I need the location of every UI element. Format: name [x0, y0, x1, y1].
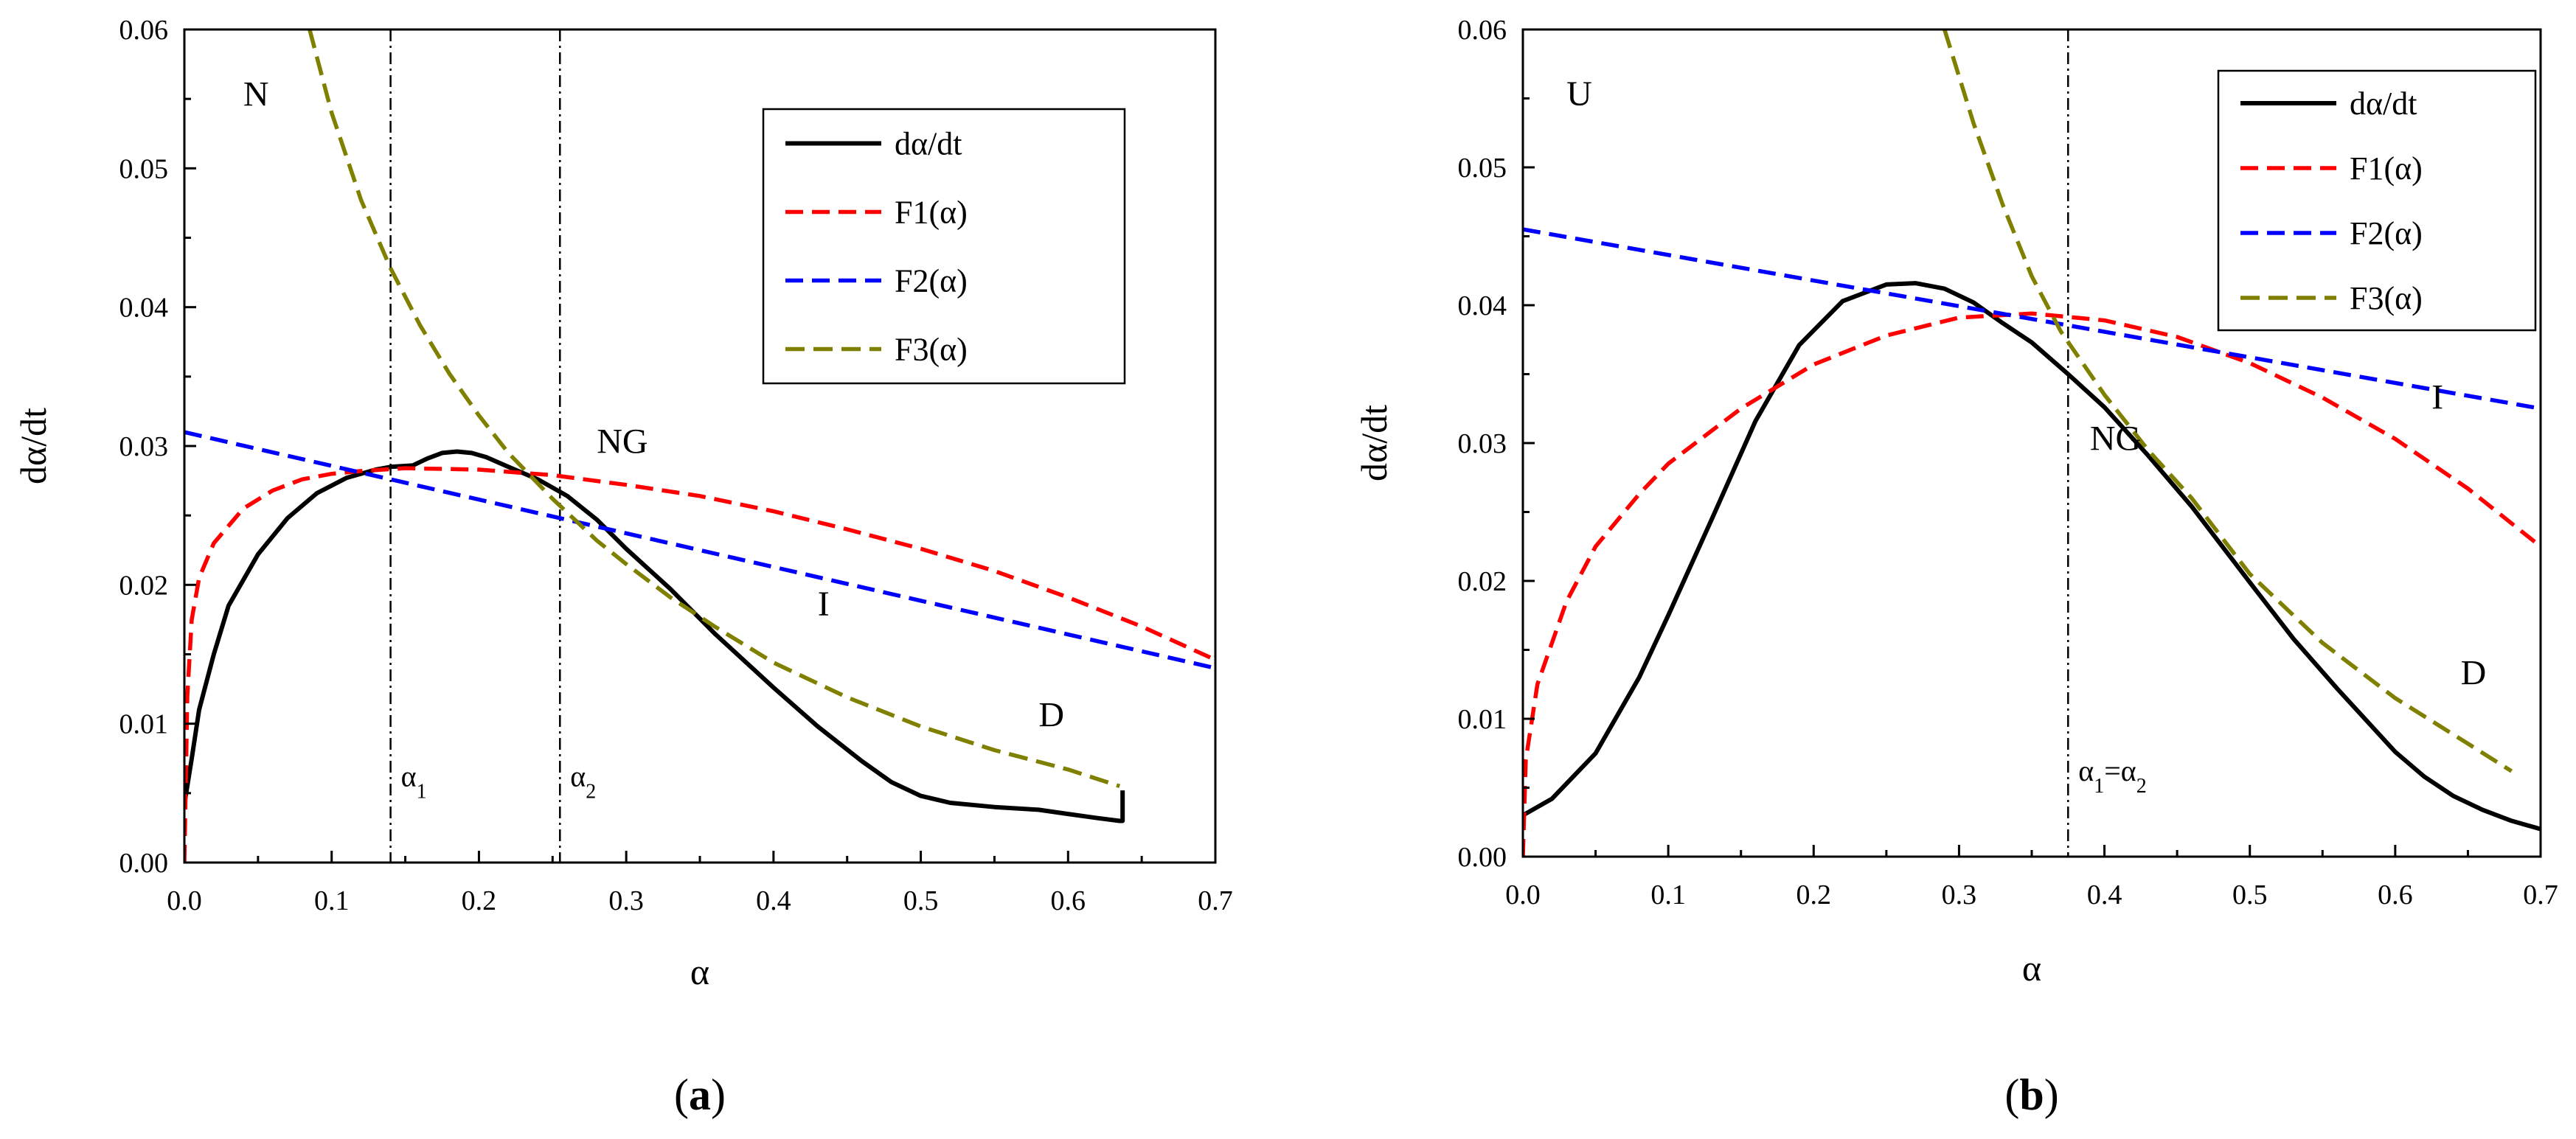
x-tick-label: 0.6: [2378, 879, 2413, 910]
legend-entry: F1(α): [895, 195, 968, 231]
x-tick-label: 0.3: [1942, 879, 1977, 910]
legend-entry: F2(α): [895, 263, 968, 299]
series-line-f2: [1523, 227, 2541, 411]
alpha-marker-label: α1=α2: [2078, 754, 2146, 798]
legend-entry: F3(α): [895, 332, 968, 368]
region-label: N: [243, 75, 269, 114]
region-label: U: [1566, 74, 1592, 114]
y-tick-label: 0.06: [1458, 15, 1507, 46]
x-tick-label: 0.6: [1051, 885, 1086, 916]
series-line-rate: [184, 449, 1125, 823]
x-tick-label: 0.2: [462, 885, 497, 916]
x-tick-label: 0.5: [2232, 879, 2268, 910]
x-tick-label: 0.7: [2523, 879, 2558, 910]
alpha-marker-label: α2: [570, 759, 596, 803]
panel-label-b: (b): [2004, 1070, 2058, 1119]
alpha-marker-label: α1: [401, 759, 427, 803]
region-label: NG: [2090, 419, 2141, 458]
x-tick-label: 0.3: [608, 885, 644, 916]
x-tick-label: 0.5: [903, 885, 939, 916]
y-tick-label: 0.03: [1458, 428, 1507, 459]
chart-panel-b: α1=α2 0.0 0.1 0.2 0.3 0.4 0.5 0.6 0.7 0.00 0.01 0.…: [1353, 15, 2558, 1119]
region-label: D: [1038, 695, 1064, 734]
region-label: I: [818, 585, 830, 624]
legend-entry: dα/dt: [2350, 86, 2417, 122]
x-tick-label: 0.4: [2087, 879, 2122, 910]
legend-box: [762, 108, 1126, 385]
y-axis-label: dα/dt: [1353, 405, 1395, 481]
x-axis-label: α: [690, 951, 709, 992]
y-tick-label: 0.04: [1458, 290, 1507, 321]
region-label: I: [2431, 377, 2443, 417]
y-axis-label: dα/dt: [13, 408, 54, 484]
legend-entry: F2(α): [2350, 215, 2423, 251]
legend-entry: dα/dt: [895, 126, 962, 162]
x-tick-label: 0.0: [167, 885, 202, 916]
series-line-f3: [1943, 29, 2513, 773]
x-tick-label: 0.4: [756, 885, 791, 916]
y-tick-label: 0.04: [119, 293, 169, 324]
legend-entry: F1(α): [2350, 150, 2423, 187]
x-tick-label: 0.1: [1650, 879, 1686, 910]
chart-panel-a: α1 α2 0.0 0.1 0.2 0.3 0.4 0.5 0.6 0.7 0.00 0.01 0.0…: [13, 15, 1233, 1119]
legend-entry: F3(α): [2350, 280, 2423, 316]
x-tick-label: 0.2: [1796, 879, 1832, 910]
y-tick-label: 0.00: [119, 848, 169, 879]
region-label: NG: [597, 422, 648, 461]
x-tick-label: 0.7: [1198, 885, 1233, 916]
series-line-f2: [184, 430, 1215, 670]
y-tick-label: 0.00: [1458, 842, 1507, 873]
legend-box: [2217, 69, 2537, 332]
series-line-rate: [1523, 281, 2541, 832]
legend: dα/dt F1(α) F2(α) F3(α): [2217, 69, 2537, 332]
series-line-f1: [184, 466, 1215, 863]
x-tick-label: 0.1: [314, 885, 350, 916]
y-tick-label: 0.01: [1458, 704, 1507, 735]
x-axis-label: α: [2022, 947, 2041, 989]
x-tick-label: 0.0: [1505, 879, 1541, 910]
y-tick-label: 0.06: [119, 15, 169, 46]
panel-label-a: (a): [674, 1070, 726, 1119]
legend: dα/dt F1(α) F2(α) F3(α): [762, 108, 1126, 385]
y-tick-label: 0.05: [119, 153, 169, 184]
y-tick-label: 0.01: [119, 709, 169, 740]
y-tick-label: 0.03: [119, 431, 169, 462]
y-tick-label: 0.05: [1458, 153, 1507, 184]
region-label: D: [2461, 653, 2487, 692]
y-tick-label: 0.02: [119, 570, 169, 601]
series-line-f3: [308, 29, 1121, 789]
y-tick-label: 0.02: [1458, 566, 1507, 597]
